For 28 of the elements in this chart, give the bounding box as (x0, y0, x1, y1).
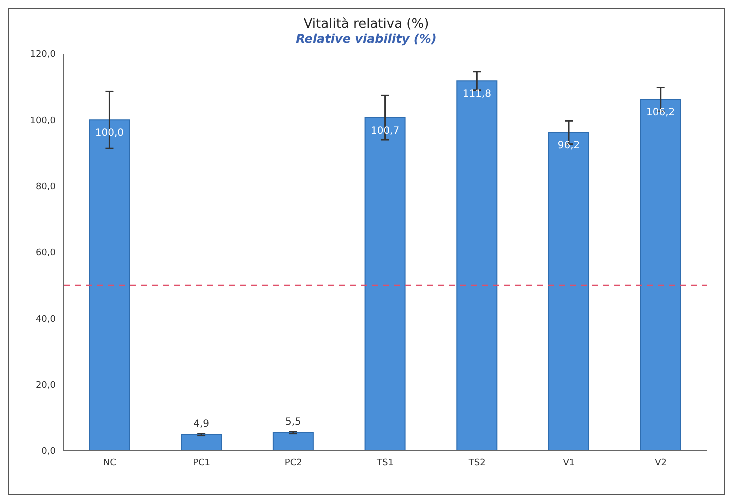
x-tick-label: TS1 (376, 458, 394, 468)
y-tick-label: 0,0 (42, 447, 56, 458)
x-tick-label: NC (103, 458, 116, 468)
data-label: 111,8 (462, 89, 492, 100)
bar (548, 132, 590, 451)
data-label: 106,2 (646, 108, 676, 119)
x-tick-label: V1 (563, 458, 576, 468)
y-tick-label: 40,0 (36, 314, 56, 325)
bar (364, 117, 406, 451)
x-tick-label: TS2 (468, 458, 486, 468)
chart-title: Vitalità relativa (%) (302, 17, 430, 32)
y-tick-label: 100,0 (30, 116, 56, 126)
bar (272, 432, 314, 451)
bar (181, 434, 222, 451)
x-tick-label: PC1 (193, 458, 211, 468)
data-label: 96,2 (558, 140, 580, 152)
x-tick-label: PC2 (284, 458, 302, 468)
x-tick-label: V2 (655, 458, 668, 468)
y-tick-label: 60,0 (36, 248, 56, 259)
bar (89, 120, 130, 451)
y-tick-label: 80,0 (36, 182, 56, 193)
y-tick-label: 120,0 (30, 50, 56, 60)
bar (456, 80, 498, 451)
chart-subtitle: Relative viability (%) (295, 32, 438, 46)
y-tick-label: 20,0 (36, 381, 56, 392)
bar (640, 99, 682, 451)
data-label: 5,5 (285, 416, 302, 428)
data-label: 4,9 (194, 418, 210, 430)
